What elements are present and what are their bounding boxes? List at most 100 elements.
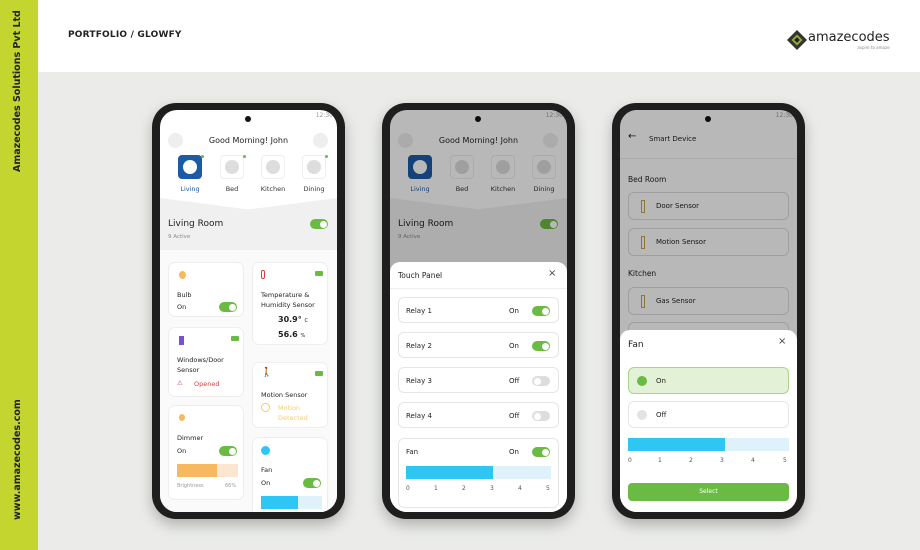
- relay-toggle[interactable]: [532, 341, 550, 351]
- room-kitchen[interactable]: [491, 155, 515, 179]
- room-label: Bed: [225, 185, 239, 193]
- relay-toggle[interactable]: [532, 306, 550, 316]
- bell-icon[interactable]: [313, 133, 328, 148]
- room-label: Kitchen: [490, 185, 516, 193]
- dimmer-toggle[interactable]: [219, 446, 237, 456]
- fan-card[interactable]: Fan On: [252, 437, 328, 512]
- status-time: 12:30: [545, 112, 563, 119]
- relay-row[interactable]: Relay 2 On: [398, 332, 559, 358]
- header-band: [0, 0, 920, 72]
- active-count: 9 Active: [398, 234, 421, 240]
- relay-row[interactable]: Relay 3 Off: [398, 367, 559, 393]
- room-living[interactable]: [178, 155, 204, 179]
- room-label: Living: [180, 185, 200, 193]
- fan-toggle[interactable]: [303, 478, 321, 488]
- room-bed[interactable]: [450, 155, 474, 179]
- device-name: Bulb: [177, 291, 192, 299]
- sensor-icon: [641, 200, 645, 213]
- close-icon[interactable]: ×: [778, 336, 787, 347]
- section-title: Bed Room: [628, 175, 667, 184]
- room-title: Living Room: [398, 219, 454, 229]
- room-bed[interactable]: [220, 155, 246, 179]
- room-label: Kitchen: [260, 185, 286, 193]
- room-living[interactable]: [408, 155, 432, 179]
- room-dining[interactable]: [532, 155, 556, 179]
- fan-speed-slider[interactable]: [406, 466, 551, 479]
- fan-speed-slider[interactable]: [261, 496, 322, 509]
- brightness-label: Brightness: [177, 483, 204, 489]
- room-title: Living Room: [168, 219, 224, 229]
- device-state: On: [261, 479, 271, 487]
- room-toggle[interactable]: [540, 219, 558, 229]
- select-button[interactable]: Select: [628, 483, 789, 501]
- greeting: Good Morning! John: [208, 136, 289, 145]
- motion-card[interactable]: 🚶 Motion Sensor Motion Detected: [252, 362, 328, 428]
- thermometer-icon: [261, 270, 265, 279]
- room-dining[interactable]: [302, 155, 328, 179]
- device-card[interactable]: Door Sensor: [628, 192, 789, 220]
- room-toggle[interactable]: [310, 219, 328, 229]
- battery-icon: [315, 371, 323, 376]
- breadcrumb: PORTFOLIO / GLOWFY: [68, 30, 182, 40]
- device-card[interactable]: Motion Sensor: [628, 228, 789, 256]
- device-card[interactable]: Gas Sensor: [628, 287, 789, 315]
- relay-row[interactable]: Relay 4 Off: [398, 402, 559, 428]
- active-count: 9 Active: [168, 234, 191, 240]
- close-icon[interactable]: ×: [548, 268, 557, 279]
- fan-speed-slider[interactable]: [628, 438, 789, 451]
- phone-home: 12:30 Good Morning! John Living Bed Kitc…: [152, 103, 345, 519]
- window-card[interactable]: Windows/Door Sensor ⚠ Opened: [168, 327, 244, 397]
- phone-smart-device: 12:30 ← Smart Device Bed Room Door Senso…: [612, 103, 805, 519]
- dimmer-card[interactable]: Dimmer On Brightness 66%: [168, 405, 244, 500]
- window-status: Opened: [194, 380, 220, 388]
- device-state: On: [177, 447, 187, 455]
- sidebar-band: Amazecodes Solutions Pvt Ltd www.amazeco…: [0, 0, 38, 550]
- sheet-title: Fan: [628, 340, 644, 350]
- door-icon: [179, 336, 184, 345]
- dining-icon: [307, 160, 321, 174]
- bulb-icon: [179, 271, 186, 279]
- status-time: 12:30: [315, 112, 333, 119]
- temp-value: 30.9° C: [278, 315, 309, 324]
- avatar-icon[interactable]: [398, 133, 413, 148]
- battery-icon: [315, 271, 323, 276]
- status-time: 12:30: [775, 112, 793, 119]
- room-kitchen[interactable]: [261, 155, 285, 179]
- option-off[interactable]: Off: [628, 401, 789, 428]
- option-on[interactable]: On: [628, 367, 789, 394]
- motion-status: Motion Detected: [278, 404, 308, 422]
- relay-toggle[interactable]: [532, 376, 550, 386]
- pot-icon: [266, 160, 280, 174]
- website: www.amazecodes.com: [12, 399, 23, 520]
- company-name: Amazecodes Solutions Pvt Ltd: [12, 10, 23, 172]
- bell-icon[interactable]: [543, 133, 558, 148]
- relay-toggle[interactable]: [532, 411, 550, 421]
- warning-icon: ⚠: [177, 379, 183, 387]
- section-title: Kitchen: [628, 269, 657, 278]
- humidity-value: 56.6 %: [278, 330, 306, 339]
- device-name: Dimmer: [177, 434, 204, 442]
- back-arrow-icon[interactable]: ←: [628, 131, 637, 142]
- bulb-card[interactable]: Bulb On: [168, 262, 244, 317]
- smart-device-screen: 12:30 ← Smart Device Bed Room Door Senso…: [620, 110, 797, 512]
- logo-tagline: aspire to amaze: [857, 45, 890, 50]
- device-state: On: [177, 303, 187, 311]
- page-title: Smart Device: [649, 135, 697, 143]
- brightness-slider[interactable]: [177, 464, 238, 477]
- walking-icon: 🚶: [261, 368, 273, 378]
- greeting: Good Morning! John: [438, 136, 519, 145]
- room-label: Dining: [303, 185, 325, 193]
- bulb-icon: [179, 414, 185, 421]
- fan-toggle[interactable]: [532, 447, 550, 457]
- battery-icon: [231, 336, 239, 341]
- sheet-title: Touch Panel: [398, 271, 443, 280]
- avatar-icon[interactable]: [168, 133, 183, 148]
- relay-row[interactable]: Relay 1 On: [398, 297, 559, 323]
- fan-icon: [261, 446, 270, 455]
- bulb-toggle[interactable]: [219, 302, 237, 312]
- device-name: Motion Sensor: [261, 391, 308, 399]
- temp-card[interactable]: Temperature & Humidity Sensor 30.9° C 56…: [252, 262, 328, 345]
- sofa-icon: [183, 160, 197, 174]
